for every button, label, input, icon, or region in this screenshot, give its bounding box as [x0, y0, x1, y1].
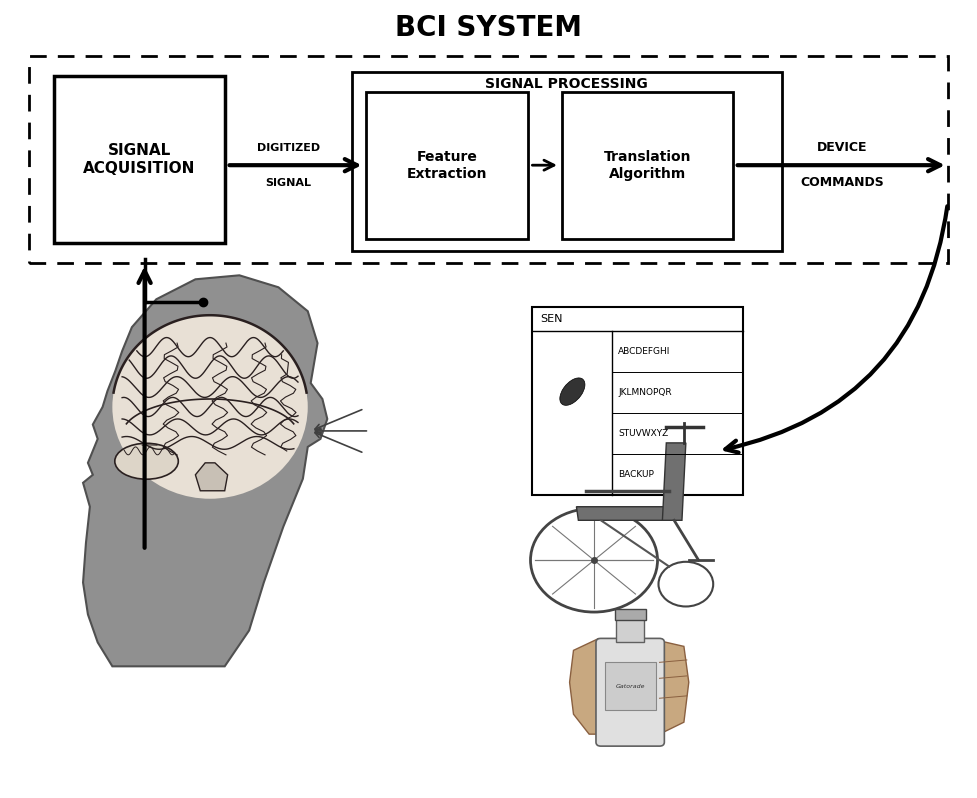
Text: SIGNAL PROCESSING: SIGNAL PROCESSING: [486, 77, 648, 91]
Text: STUVWXYZ: STUVWXYZ: [618, 429, 668, 438]
Bar: [615, 609, 646, 620]
Text: COMMANDS: COMMANDS: [800, 176, 884, 189]
Bar: [616, 618, 644, 642]
Polygon shape: [576, 507, 672, 520]
Bar: [605, 662, 656, 710]
Polygon shape: [570, 638, 603, 734]
Bar: [352, 72, 782, 251]
Bar: [29, 56, 948, 263]
Text: SEN: SEN: [540, 314, 563, 324]
Bar: [54, 76, 225, 243]
Bar: [532, 307, 743, 495]
Text: Translation
Algorithm: Translation Algorithm: [604, 151, 691, 180]
Text: ABCDEFGHI: ABCDEFGHI: [618, 347, 670, 356]
Bar: [366, 92, 528, 239]
Text: DEVICE: DEVICE: [817, 141, 868, 154]
Ellipse shape: [115, 444, 178, 479]
Text: Feature
Extraction: Feature Extraction: [406, 151, 488, 180]
Bar: [562, 92, 733, 239]
Ellipse shape: [112, 315, 308, 499]
Text: Gatorade: Gatorade: [616, 684, 645, 689]
Polygon shape: [662, 443, 686, 520]
Polygon shape: [659, 641, 689, 734]
Polygon shape: [195, 463, 228, 491]
Ellipse shape: [560, 378, 585, 405]
Text: JKLMNOPQR: JKLMNOPQR: [618, 388, 672, 397]
Text: SIGNAL: SIGNAL: [265, 178, 312, 188]
Polygon shape: [83, 275, 327, 666]
FancyBboxPatch shape: [596, 638, 664, 746]
Text: DIGITIZED: DIGITIZED: [257, 143, 319, 152]
Text: SIGNAL
ACQUISITION: SIGNAL ACQUISITION: [83, 144, 195, 176]
Text: BCI SYSTEM: BCI SYSTEM: [395, 14, 582, 42]
Text: BACKUP: BACKUP: [618, 470, 654, 479]
